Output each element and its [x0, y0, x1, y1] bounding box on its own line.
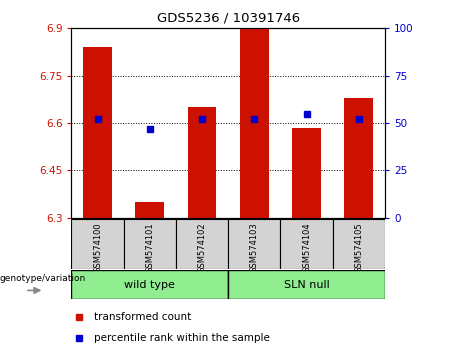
FancyBboxPatch shape — [124, 219, 176, 269]
Text: GSM574101: GSM574101 — [145, 222, 154, 273]
FancyBboxPatch shape — [71, 270, 228, 299]
FancyBboxPatch shape — [280, 219, 333, 269]
Text: GSM574102: GSM574102 — [198, 222, 207, 273]
Bar — [83, 47, 112, 218]
Text: percentile rank within the sample: percentile rank within the sample — [94, 332, 270, 343]
FancyBboxPatch shape — [71, 219, 124, 269]
Bar — [136, 202, 164, 218]
FancyBboxPatch shape — [176, 219, 228, 269]
Text: transformed count: transformed count — [94, 312, 191, 322]
Text: SLN null: SLN null — [284, 280, 330, 290]
FancyBboxPatch shape — [333, 219, 385, 269]
Bar — [292, 128, 321, 218]
Text: wild type: wild type — [124, 280, 175, 290]
Text: GSM574104: GSM574104 — [302, 222, 311, 273]
Bar — [240, 28, 269, 218]
FancyBboxPatch shape — [228, 270, 385, 299]
FancyBboxPatch shape — [228, 219, 280, 269]
Bar — [188, 107, 216, 218]
Title: GDS5236 / 10391746: GDS5236 / 10391746 — [157, 11, 300, 24]
Text: genotype/variation: genotype/variation — [0, 274, 86, 283]
Text: GSM574100: GSM574100 — [93, 222, 102, 273]
Bar — [344, 98, 373, 218]
Text: GSM574103: GSM574103 — [250, 222, 259, 273]
Text: GSM574105: GSM574105 — [355, 222, 363, 273]
